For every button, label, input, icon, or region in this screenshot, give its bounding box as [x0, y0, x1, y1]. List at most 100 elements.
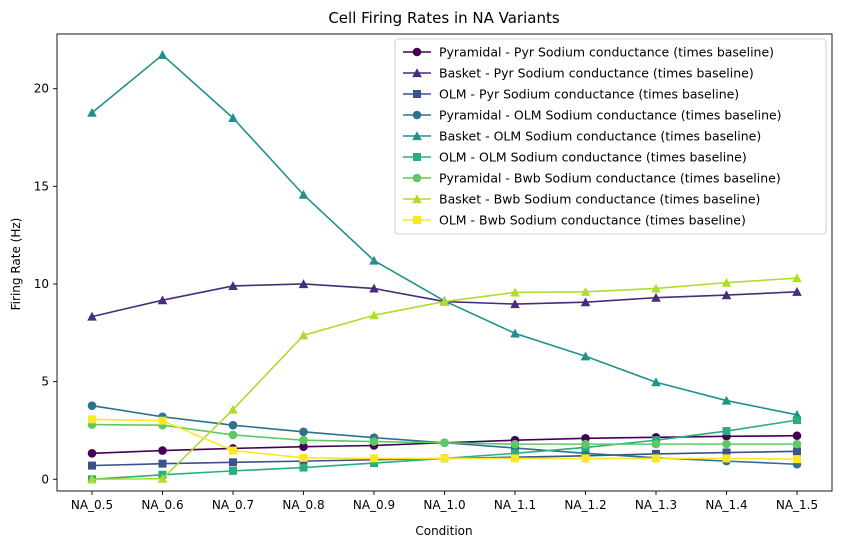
legend-label: Pyramidal - OLM Sodium conductance (time…	[439, 108, 782, 123]
data-point	[651, 439, 661, 449]
data-point	[721, 277, 732, 287]
data-point	[229, 458, 237, 467]
data-point	[440, 454, 449, 463]
data-point	[511, 449, 519, 458]
data-point	[228, 404, 238, 414]
legend-item: OLM - Pyr Sodium conductance (times base…	[403, 87, 739, 102]
data-point	[510, 328, 520, 338]
x-tick-label: NA_0.8	[282, 498, 324, 512]
data-point	[721, 395, 732, 405]
data-point	[88, 415, 96, 424]
data-point	[370, 459, 378, 468]
axes: NA_0.5 NA_0.6 NA_0.7 NA_0.8 NA_0.9 NA_1.0 NA_1…	[34, 33, 833, 512]
data-point	[87, 311, 97, 321]
data-point	[298, 189, 309, 199]
legend-item: OLM - OLM Sodium conductance (times base…	[403, 150, 747, 165]
data-point	[722, 454, 731, 463]
x-tick-label: NA_1.5	[776, 498, 818, 512]
y-tick-label: 5	[41, 375, 49, 389]
legend-marker	[412, 47, 422, 57]
legend-marker	[412, 194, 422, 204]
legend-label: Basket - Pyr Sodium conductance (times b…	[439, 66, 754, 81]
x-tick-label: NA_0.5	[71, 498, 113, 512]
data-point	[158, 459, 167, 468]
x-tick-label: NA_1.3	[635, 498, 677, 512]
x-tick-label: NA_0.7	[212, 498, 254, 512]
legend-item: Basket - Pyr Sodium conductance (times b…	[403, 66, 754, 81]
data-point	[157, 50, 168, 59]
data-point	[299, 435, 308, 445]
data-point	[298, 279, 309, 289]
data-point	[229, 446, 237, 455]
data-point	[157, 295, 168, 305]
legend-item: Pyramidal - Bwb Sodium conductance (time…	[403, 171, 781, 186]
y-tick-label: 20	[34, 82, 49, 96]
data-point	[228, 113, 238, 123]
legend-marker	[413, 90, 421, 98]
data-point	[581, 439, 590, 449]
series-8	[87, 273, 802, 484]
data-point	[87, 449, 97, 458]
y-tick-label: 0	[41, 472, 49, 486]
data-point	[792, 273, 802, 283]
data-point	[157, 473, 168, 483]
x-tick-label: NA_0.9	[353, 498, 395, 512]
data-point	[651, 377, 661, 387]
data-point	[792, 439, 802, 449]
data-point	[511, 454, 519, 463]
data-point	[652, 454, 660, 463]
data-point	[229, 466, 237, 475]
data-point	[369, 255, 379, 265]
data-point	[510, 439, 520, 449]
legend-marker	[412, 110, 422, 120]
legend-marker	[413, 216, 421, 224]
y-tick-label: 15	[34, 179, 49, 193]
y-axis-label: Firing Rate (Hz)	[9, 218, 23, 311]
data-point	[793, 447, 801, 456]
data-point	[722, 427, 731, 436]
legend-item: Pyramidal - Pyr Sodium conductance (time…	[403, 45, 774, 60]
legend-label: OLM - Pyr Sodium conductance (times base…	[439, 87, 739, 102]
legend-label: OLM - OLM Sodium conductance (times base…	[439, 150, 747, 165]
data-point	[299, 427, 308, 437]
legend-label: Pyramidal - Pyr Sodium conductance (time…	[439, 45, 774, 60]
data-point	[228, 430, 238, 440]
data-point	[299, 453, 308, 462]
data-point	[440, 438, 449, 448]
data-point	[369, 283, 379, 293]
legend-box	[394, 38, 827, 235]
data-point	[793, 416, 801, 425]
legend-marker	[412, 173, 422, 183]
legend-item: Basket - OLM Sodium conductance (times b…	[403, 129, 761, 144]
data-point	[158, 416, 167, 425]
data-point	[510, 287, 520, 297]
data-point	[793, 455, 801, 464]
data-point	[369, 310, 379, 320]
data-point	[299, 463, 308, 472]
data-point	[87, 474, 97, 484]
data-point	[722, 439, 731, 449]
data-point	[228, 420, 238, 430]
data-point	[722, 448, 731, 457]
legend: Pyramidal - Pyr Sodium conductance (time…	[394, 38, 827, 235]
data-point	[510, 299, 520, 309]
data-point	[580, 297, 591, 307]
data-point	[439, 296, 450, 306]
series-9	[88, 415, 801, 464]
legend-marker	[413, 153, 421, 161]
legend-label: Pyramidal - Bwb Sodium conductance (time…	[439, 171, 781, 186]
data-point	[370, 454, 378, 463]
data-point	[87, 107, 97, 117]
data-point	[228, 281, 238, 291]
data-point	[581, 454, 590, 463]
legend-label: Basket - OLM Sodium conductance (times b…	[439, 129, 761, 144]
data-point	[651, 283, 661, 293]
x-tick-label: NA_1.1	[494, 498, 536, 512]
data-point	[792, 286, 802, 296]
legend-item: Basket - Bwb Sodium conductance (times b…	[403, 192, 760, 207]
data-point	[158, 446, 167, 455]
legend-marker	[412, 131, 422, 141]
legend-item: Pyramidal - OLM Sodium conductance (time…	[403, 108, 782, 123]
data-point	[369, 437, 379, 446]
